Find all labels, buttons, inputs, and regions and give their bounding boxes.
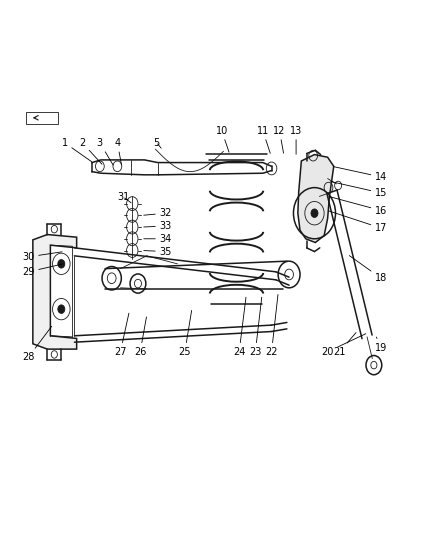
Polygon shape	[298, 155, 334, 243]
Text: 4: 4	[114, 138, 121, 165]
Text: 32: 32	[144, 208, 172, 218]
Text: 28: 28	[22, 326, 52, 362]
Text: 15: 15	[331, 182, 387, 198]
Text: 13: 13	[290, 126, 302, 154]
Text: 5: 5	[154, 138, 161, 148]
Text: 21: 21	[333, 333, 356, 357]
Circle shape	[58, 305, 65, 313]
Text: 12: 12	[273, 126, 286, 153]
Text: 35: 35	[144, 247, 172, 256]
Text: 24: 24	[233, 297, 246, 357]
Text: 1: 1	[62, 138, 92, 162]
Text: 34: 34	[144, 234, 172, 244]
Text: 23: 23	[249, 297, 262, 357]
Text: 10: 10	[215, 126, 229, 152]
Text: 11: 11	[257, 126, 270, 154]
Text: 18: 18	[350, 256, 387, 283]
Text: 26: 26	[134, 317, 146, 357]
Text: 30: 30	[22, 252, 62, 262]
Text: 27: 27	[114, 313, 129, 357]
Text: 25: 25	[179, 311, 191, 357]
Text: 22: 22	[265, 295, 278, 357]
Text: 29: 29	[22, 264, 62, 277]
Polygon shape	[33, 235, 77, 349]
Text: 16: 16	[329, 197, 387, 215]
Text: 14: 14	[333, 167, 387, 182]
Text: 33: 33	[144, 221, 172, 231]
Text: 19: 19	[375, 337, 387, 352]
Circle shape	[58, 260, 65, 268]
Text: 20: 20	[321, 334, 366, 357]
Text: 31: 31	[117, 192, 131, 203]
Text: 3: 3	[97, 138, 113, 165]
Text: 17: 17	[329, 211, 387, 233]
Text: 2: 2	[79, 138, 102, 164]
Circle shape	[311, 209, 318, 217]
